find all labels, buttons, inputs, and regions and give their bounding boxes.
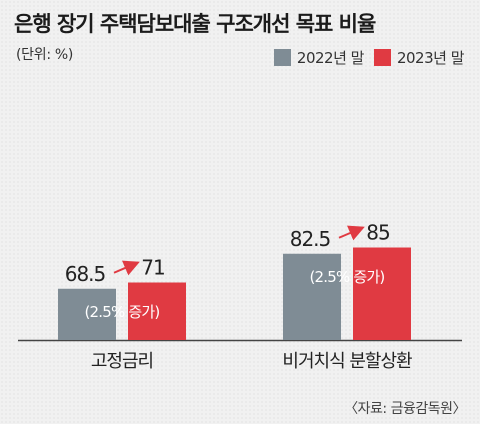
value-label-2023-1: 85: [366, 221, 389, 245]
increase-arrow-0: [113, 260, 140, 276]
chart-title: 은행 장기 주택담보대출 구조개선 목표 비율: [14, 12, 376, 36]
increase-annotation-0: (2.5% 증가): [85, 303, 160, 321]
category-label-1: 비거치식 분할상환: [282, 351, 412, 372]
bar-2023-1: [353, 247, 411, 340]
bar-2022-1: [283, 253, 341, 340]
category-label-0: 고정금리: [91, 351, 153, 372]
legend-label-2022: 2022년 말: [296, 49, 365, 67]
value-label-2022-0: 68.5: [65, 262, 106, 286]
legend: 2022년 말 2023년 말: [264, 47, 465, 68]
increase-arrow-1: [338, 225, 365, 241]
legend-item-2023: 2023년 말: [373, 47, 465, 68]
source-label: 〈자료: 금융감독원〉: [344, 401, 466, 417]
unit-label: (단위: %): [16, 47, 74, 63]
value-label-2023-0: 71: [141, 256, 164, 280]
legend-item-2022: 2022년 말: [273, 47, 365, 68]
increase-annotation-1: (2.5% 증가): [310, 268, 385, 286]
bar-2022-0: [58, 288, 116, 340]
bar-2023-0: [128, 282, 186, 340]
legend-swatch-2022: [273, 49, 291, 66]
legend-swatch-2023: [373, 49, 391, 66]
value-label-2022-1: 82.5: [290, 227, 331, 251]
legend-label-2023: 2023년 말: [396, 49, 465, 67]
